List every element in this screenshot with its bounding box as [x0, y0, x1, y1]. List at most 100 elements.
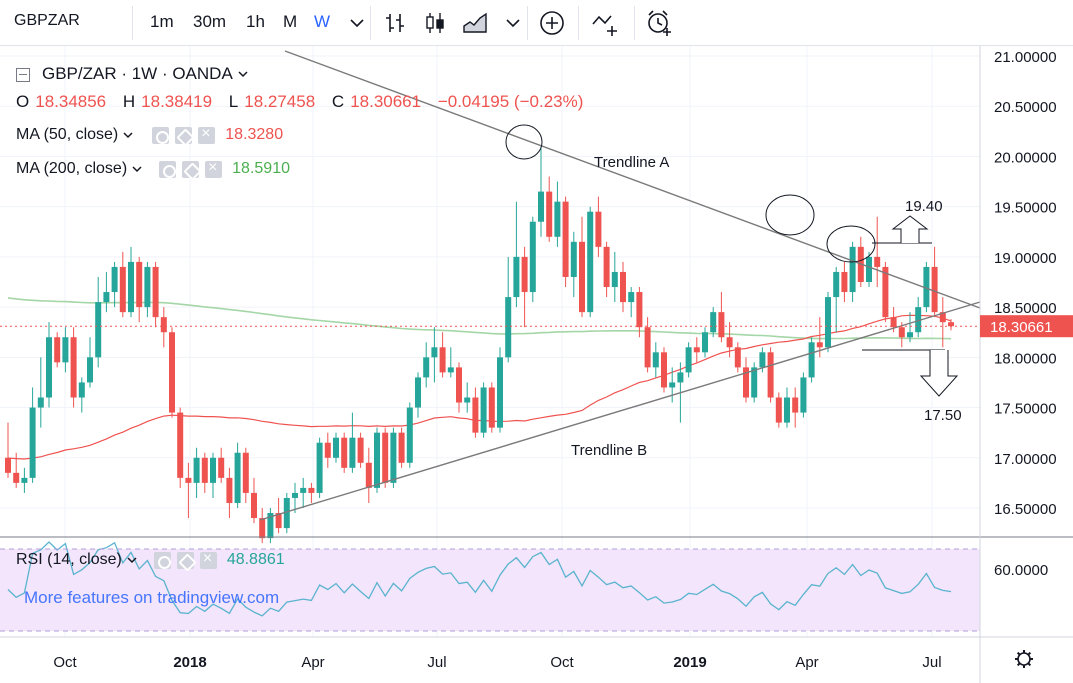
visibility-icon[interactable]	[152, 126, 170, 144]
bar-chart-style-icon[interactable]	[380, 8, 410, 38]
candle	[54, 332, 61, 368]
candle	[136, 256, 143, 323]
down-arrow-icon	[919, 350, 959, 397]
candle	[480, 382, 487, 438]
candle-body	[816, 342, 823, 348]
candle-body	[374, 432, 380, 488]
candle	[62, 327, 69, 373]
watermark-link[interactable]: More features on tradingview.com	[24, 588, 280, 607]
candle-body	[874, 256, 881, 267]
rsi-path	[7, 541, 952, 617]
candle-body	[447, 367, 454, 373]
candle-body	[365, 462, 372, 488]
candle-body	[833, 271, 840, 298]
alarm-clock-icon[interactable]	[644, 8, 674, 38]
candle	[562, 196, 569, 288]
candle-body	[521, 256, 528, 293]
chevron-down-icon[interactable]	[237, 68, 249, 80]
interval-1h-button[interactable]: 1h	[246, 12, 265, 31]
candle	[825, 292, 831, 353]
candle	[357, 432, 364, 468]
candle	[177, 407, 184, 488]
candle-body	[644, 327, 651, 368]
candle	[152, 261, 159, 328]
toolbar-divider	[634, 6, 635, 40]
peak-circle	[505, 124, 543, 160]
candle-body	[152, 266, 159, 318]
interval-1m-button[interactable]: 1m	[150, 12, 174, 31]
candle	[169, 327, 175, 418]
candle	[874, 216, 881, 288]
visibility-icon[interactable]	[153, 551, 171, 569]
settings-icon[interactable]	[175, 126, 193, 144]
high-label: H	[122, 92, 136, 111]
candle-body	[677, 372, 684, 383]
time-tick-label: Apr	[301, 654, 324, 671]
chevron-down-icon[interactable]	[126, 554, 138, 566]
candle	[505, 256, 512, 363]
ma50-label[interactable]: MA (50, close)	[16, 126, 119, 143]
candle	[29, 387, 36, 483]
interval-month-button[interactable]: M	[283, 12, 298, 31]
candle-body	[226, 477, 233, 503]
ma200-path	[7, 297, 952, 340]
candle-body	[513, 256, 520, 298]
candle-body	[423, 357, 430, 378]
up-arrow-icon	[891, 215, 929, 243]
candle-body	[464, 397, 471, 403]
candle	[439, 332, 446, 378]
chevron-down-icon[interactable]	[131, 163, 143, 175]
candle	[579, 216, 585, 318]
open-label: O	[16, 92, 30, 111]
candles	[5, 146, 954, 544]
candle	[333, 432, 339, 463]
close-icon[interactable]	[205, 159, 223, 178]
symbol-button[interactable]: GBPZAR	[14, 12, 80, 29]
candle	[538, 146, 544, 237]
candle-body	[341, 437, 348, 468]
candle-body	[308, 487, 315, 493]
candle-body	[882, 266, 889, 318]
candle	[841, 261, 848, 303]
close-icon[interactable]	[199, 550, 217, 569]
collapse-legend-icon[interactable]	[16, 68, 30, 82]
chart-canvas[interactable]: 21.00000 20.50000 20.00000 19.50000 19.00000…	[0, 46, 1073, 683]
candle-body	[398, 432, 405, 463]
interval-week-button[interactable]: W	[314, 12, 331, 31]
candle	[611, 251, 618, 303]
candle-body	[726, 337, 733, 348]
candle-body	[251, 492, 257, 519]
ma200-label[interactable]: MA (200, close)	[16, 160, 128, 177]
candle-body	[792, 397, 799, 413]
candle	[382, 427, 389, 488]
interval-30m-button[interactable]: 30m	[193, 12, 227, 31]
chevron-down-icon[interactable]	[342, 8, 372, 38]
settings-icon[interactable]	[176, 551, 194, 569]
rsi-label[interactable]: RSI (14, close)	[16, 551, 122, 568]
candle-body	[898, 327, 905, 338]
candle	[808, 337, 815, 383]
area-style-icon[interactable]	[460, 8, 490, 38]
compare-symbol-icon[interactable]	[590, 8, 620, 38]
candle	[866, 251, 872, 288]
candle-body	[923, 266, 930, 308]
candle	[464, 382, 471, 413]
trendlines[interactable]	[259, 50, 981, 521]
symbol-title[interactable]: GBP/ZAR · 1W · OANDA	[42, 64, 233, 83]
add-indicator-icon[interactable]	[537, 8, 567, 38]
settings-icon[interactable]	[182, 160, 200, 178]
candle	[87, 337, 93, 388]
close-icon[interactable]	[198, 125, 216, 144]
chevron-down-icon[interactable]	[498, 8, 528, 38]
chevron-down-icon[interactable]	[122, 129, 134, 141]
candle	[349, 412, 356, 473]
trendline-b-label: Trendline B	[571, 442, 647, 459]
candle	[931, 246, 938, 318]
candles-style-icon[interactable]	[420, 8, 450, 38]
low-value: 18.27458	[244, 92, 316, 111]
candle-body	[37, 397, 44, 408]
visibility-icon[interactable]	[159, 160, 177, 178]
candle	[415, 372, 421, 418]
candle	[521, 246, 528, 328]
settings-icon[interactable]	[1015, 650, 1033, 668]
